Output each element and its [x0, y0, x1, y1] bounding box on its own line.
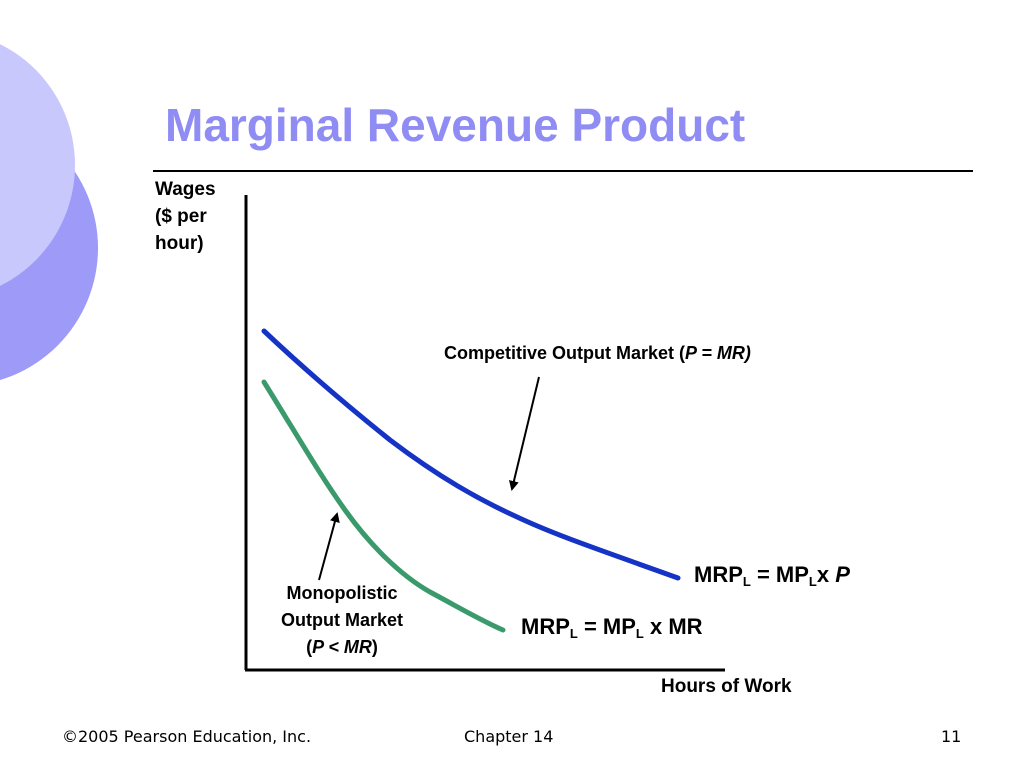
competitive-market-label: Competitive Output Market (P = MR) — [444, 343, 751, 364]
monopolistic-market-label: Monopolistic Output Market (P < MR) — [256, 580, 428, 661]
monopolistic-pointer-arrow — [318, 512, 340, 581]
monopolistic-label-close: ) — [371, 637, 378, 657]
y-axis-label: Wages ($ per hour) — [155, 176, 216, 257]
formula-subscript: L — [742, 574, 751, 589]
formula-part: x — [816, 562, 836, 587]
footer-page-number: 11 — [941, 727, 962, 746]
y-axis-label-line: hour) — [155, 233, 204, 254]
competitive-mrp-curve — [261, 328, 681, 581]
monopolistic-label-condition: P < MR — [312, 637, 372, 657]
y-axis-label-line: ($ per — [155, 206, 207, 227]
formula-part: x MR — [643, 614, 703, 639]
monopolistic-label-open: ( — [306, 637, 313, 657]
formula-part: = MP — [750, 562, 809, 587]
monopolistic-label-line: Monopolistic — [286, 583, 398, 603]
monopolistic-mrp-curve — [261, 379, 506, 633]
competitive-mrp-formula: MRPL = MPLx P — [694, 562, 850, 589]
competitive-pointer-arrow — [509, 376, 540, 491]
formula-subscript: L — [569, 626, 578, 641]
monopolistic-label-line: Output Market — [280, 610, 403, 630]
x-axis-label: Hours of Work — [661, 676, 792, 697]
formula-part: MRP — [694, 562, 743, 587]
formula-subscript: L — [808, 574, 817, 589]
competitive-label-text: Competitive Output Market ( — [444, 343, 686, 363]
competitive-label-condition: P = MR) — [685, 343, 751, 363]
formula-subscript: L — [635, 626, 644, 641]
slide-title: Marginal Revenue Product — [165, 99, 746, 151]
y-axis-label-line: Wages — [155, 179, 216, 200]
formula-part: MRP — [521, 614, 570, 639]
monopolistic-label-line: (P < MR) — [256, 634, 428, 661]
footer-chapter: Chapter 14 — [464, 727, 554, 746]
formula-part: = MP — [577, 614, 636, 639]
monopolistic-mrp-formula: MRPL = MPL x MR — [521, 614, 703, 641]
formula-price-symbol: P — [835, 562, 850, 587]
title-divider — [153, 170, 973, 172]
footer-copyright: ©2005 Pearson Education, Inc. — [62, 727, 312, 746]
decor-circle-light — [0, 44, 75, 286]
